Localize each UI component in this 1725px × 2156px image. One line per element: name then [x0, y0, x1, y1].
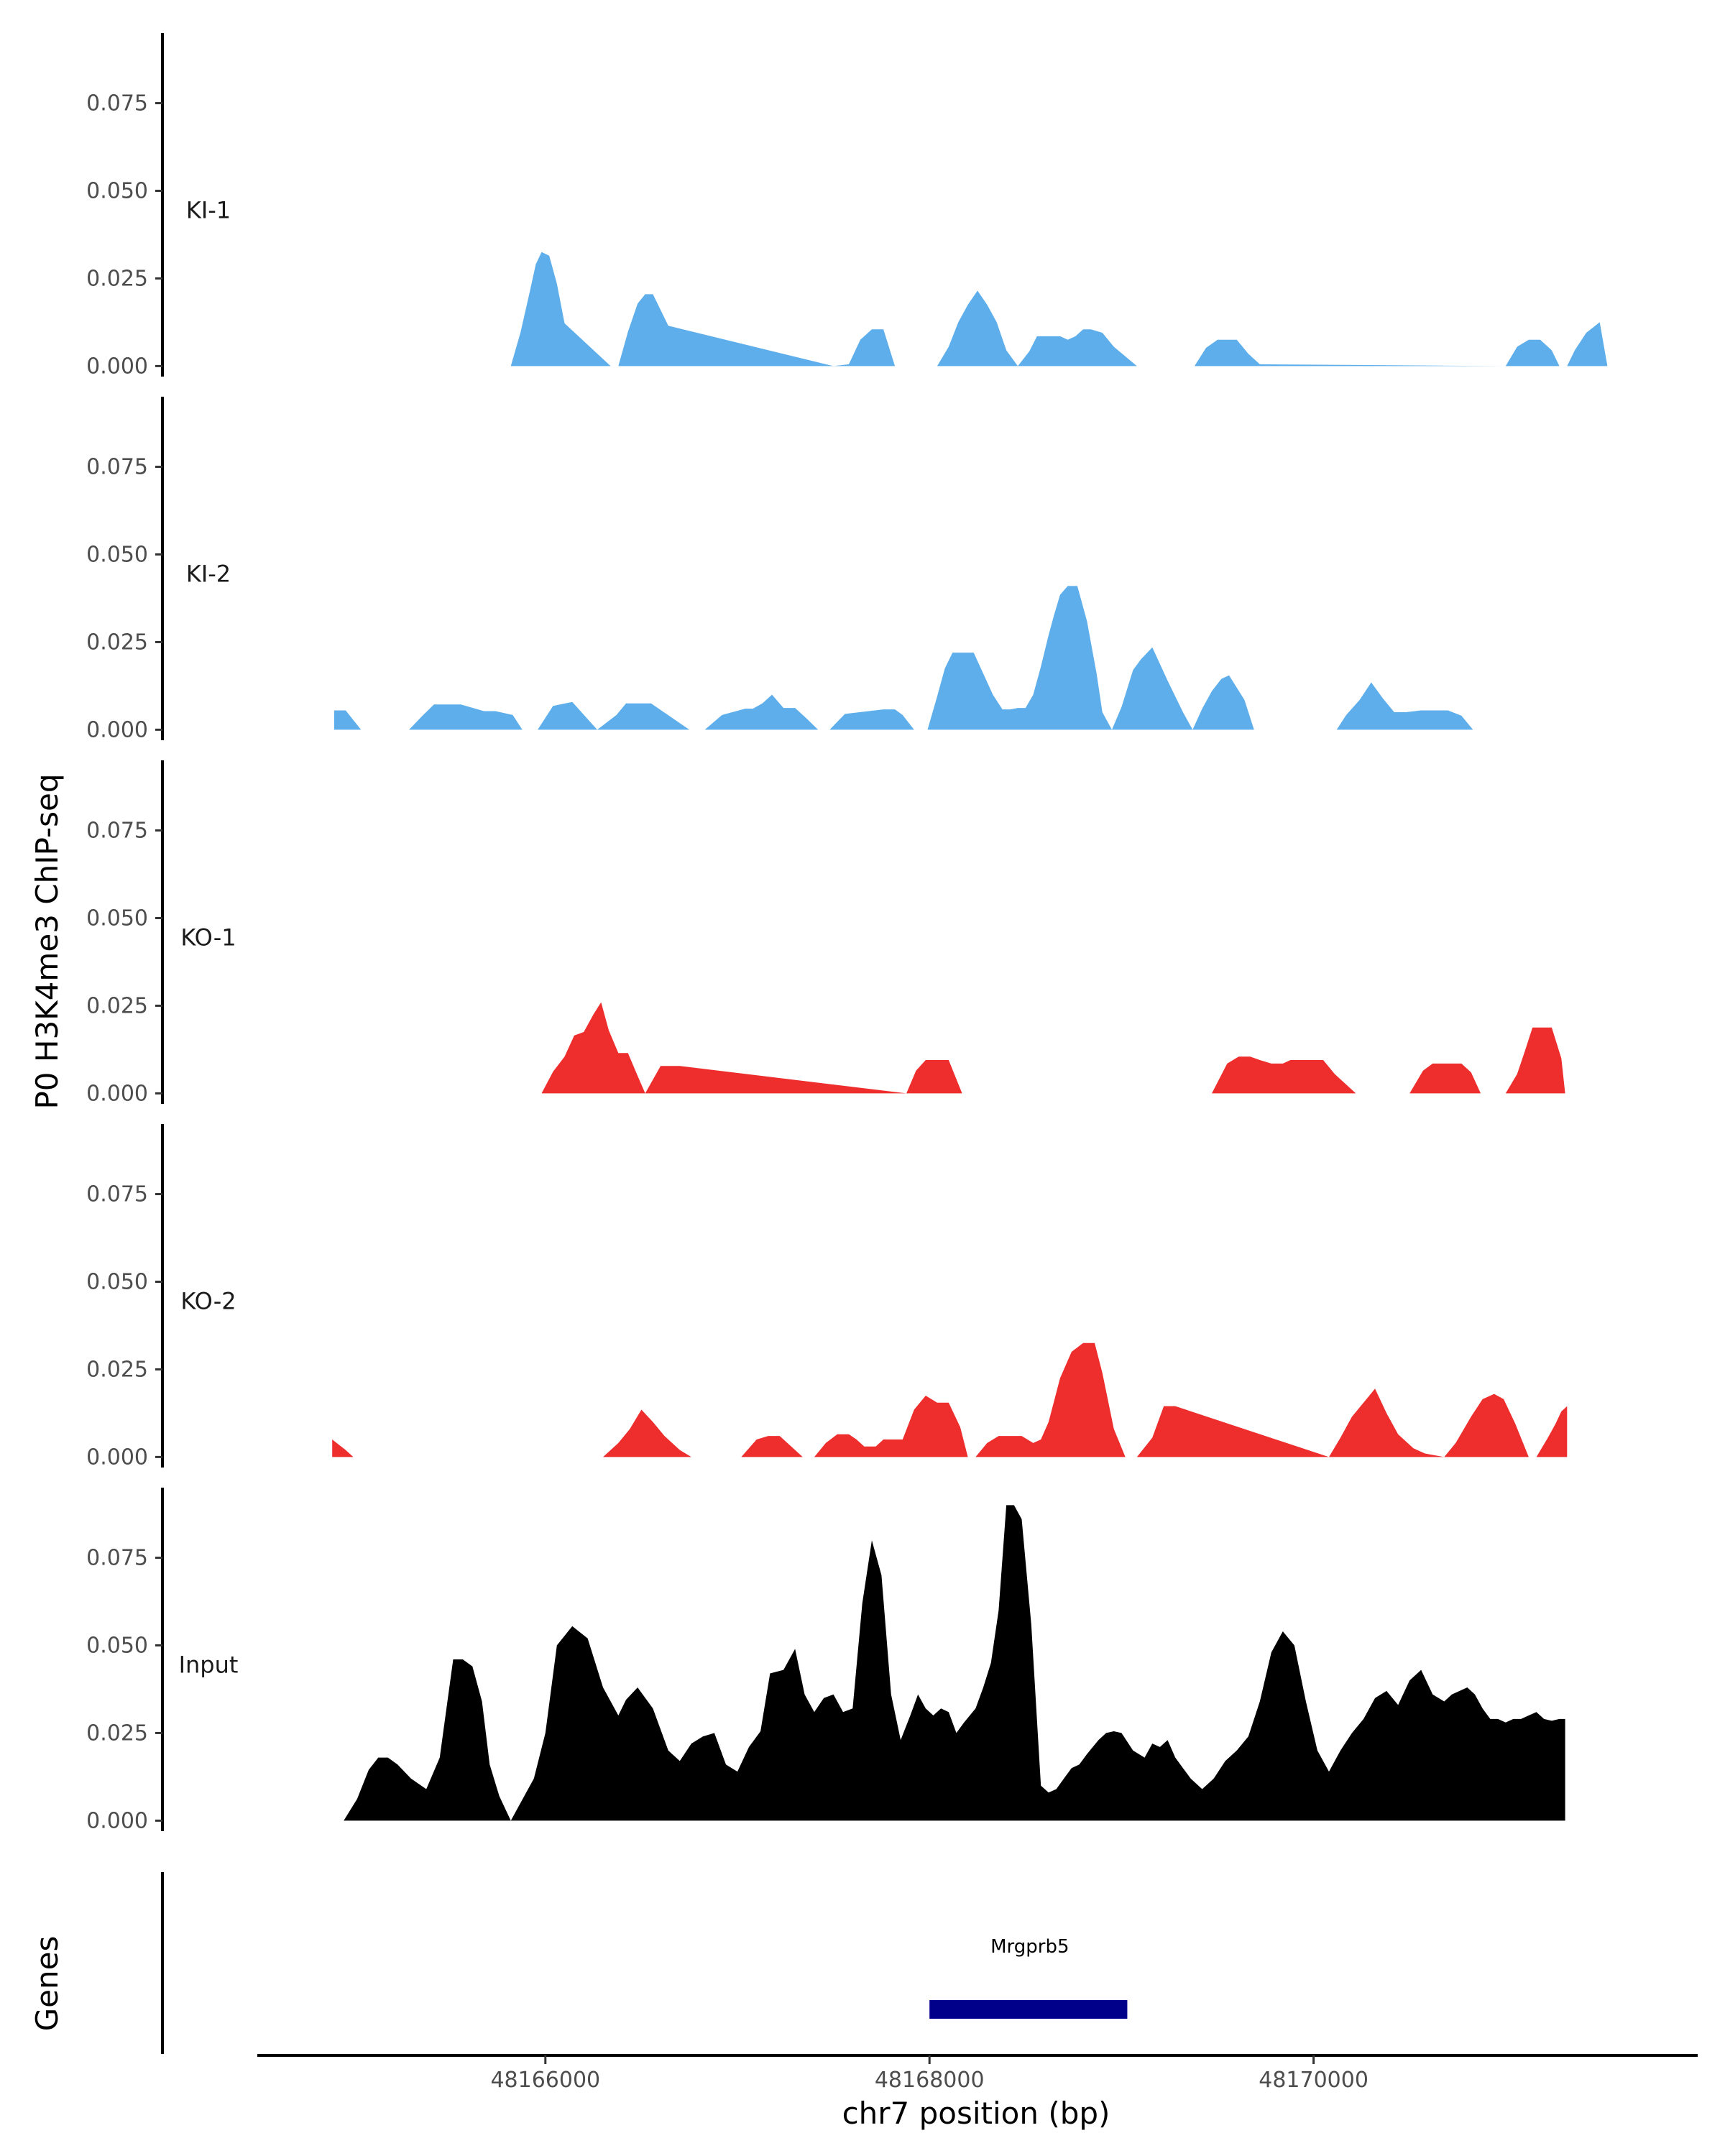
track-label: KO-1: [180, 923, 236, 951]
track-panel-ko-1: 0.000 0.025 0.050 0.075 KO-1: [86, 760, 1565, 1106]
y-tick-label: 0.050: [86, 542, 148, 567]
y-tick-label: 0.025: [86, 993, 148, 1018]
y-tick-label: 0.000: [86, 1808, 148, 1833]
y-tick-label: 0.000: [86, 1445, 148, 1470]
y-tick-label: 0.050: [86, 1269, 148, 1294]
track-panel-input: 0.000 0.025 0.050 0.075 Input: [86, 1488, 1565, 1833]
track-panel-ki-2: 0.000 0.025 0.050 0.075 KI-2: [86, 397, 1473, 742]
y-tick-label: 0.075: [86, 91, 148, 116]
track-label: KI-2: [186, 560, 231, 587]
y-tick-label: 0.025: [86, 266, 148, 291]
y-tick-label: 0.025: [86, 1357, 148, 1382]
track-label: KI-1: [186, 196, 231, 224]
genes-axis-title: Genes: [29, 1936, 65, 2032]
track-label: KO-2: [180, 1287, 236, 1314]
x-tick-label: 48168000: [875, 2068, 985, 2093]
y-axis-title: P0 H3K4me3 ChIP-seq: [29, 773, 65, 1109]
gene-block: [929, 2000, 1128, 2019]
signal-area-ki-2: [334, 586, 1473, 730]
signal-area-ki-1: [510, 252, 1608, 367]
y-tick-label: 0.075: [86, 1546, 148, 1571]
gene-track: Mrgprb5: [161, 1872, 1128, 2054]
gene-label: Mrgprb5: [990, 1936, 1069, 1958]
signal-area-ko-1: [541, 1002, 1565, 1094]
y-tick-label: 0.000: [86, 354, 148, 379]
signal-tracks: 0.0000.0250.0500.075KI-10.0000.0250.0500…: [86, 33, 1608, 1833]
y-tick-label: 0.075: [86, 1182, 148, 1207]
y-tick-label: 0.025: [86, 1720, 148, 1746]
y-tick-label: 0.050: [86, 906, 148, 931]
signal-area-input: [344, 1505, 1565, 1821]
x-tick-label: 48166000: [490, 2068, 600, 2093]
x-axis-title: chr7 position (bp): [842, 2096, 1110, 2131]
y-tick-label: 0.075: [86, 819, 148, 844]
y-tick-label: 0.075: [86, 455, 148, 480]
track-panel-ki-1: 0.000 0.025 0.050 0.075 KI-1: [86, 33, 1608, 379]
signal-area-ko-2: [332, 1342, 1568, 1457]
x-axis: 48166000 48168000 48170000: [257, 2054, 1698, 2093]
y-tick-label: 0.050: [86, 178, 148, 203]
x-tick-label: 48170000: [1259, 2068, 1368, 2093]
track-label: Input: [179, 1651, 239, 1678]
y-tick-label: 0.000: [86, 717, 148, 742]
y-tick-label: 0.025: [86, 630, 148, 655]
track-panel-ko-2: 0.000 0.025 0.050 0.075 KO-2: [86, 1124, 1568, 1470]
y-tick-label: 0.050: [86, 1633, 148, 1658]
y-tick-label: 0.000: [86, 1081, 148, 1106]
